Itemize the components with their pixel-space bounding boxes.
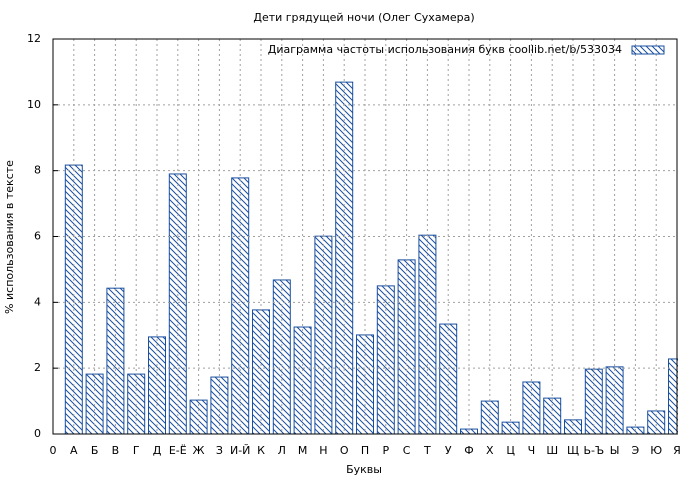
y-tick-label: 2 [34, 361, 41, 374]
x-tick-label: И-Й [230, 444, 250, 457]
x-axis-label: Буквы [346, 463, 382, 476]
y-tick-label: 4 [34, 295, 41, 308]
x-tick-label: Н [319, 444, 327, 457]
y-axis-label: % использования в тексте [3, 160, 16, 314]
x-tick-label: 0 [50, 444, 57, 457]
x-tick-label: Ю [650, 444, 662, 457]
bar [501, 421, 520, 435]
x-tick-label: В [112, 444, 120, 457]
x-tick-label: Т [423, 444, 431, 457]
x-tick-label: Щ [567, 444, 579, 457]
chart-title: Дети грядущей ночи (Олег Сухамера) [253, 11, 474, 24]
y-tick-label: 12 [27, 32, 41, 45]
x-tick-label: Ч [528, 444, 536, 457]
x-tick-label: Э [632, 444, 640, 457]
y-tick-label: 6 [34, 230, 41, 243]
legend-label: Диаграмма частоты использования букв coo… [268, 43, 622, 56]
x-tick-label: Г [133, 444, 140, 457]
plot-area [64, 81, 678, 435]
y-tick-label: 10 [27, 98, 41, 111]
x-tick-label: Х [486, 444, 494, 457]
y-tick-label: 8 [34, 164, 41, 177]
x-tick-label: Л [278, 444, 286, 457]
x-tick-label: У [445, 444, 452, 457]
x-tick-label: П [361, 444, 369, 457]
x-tick-label: З [216, 444, 223, 457]
x-tick-label: Р [382, 444, 389, 457]
y-tick-label: 0 [34, 427, 41, 440]
x-tick-label: Е-Ё [169, 444, 187, 457]
bar [564, 419, 582, 435]
x-tick-label: Ц [506, 444, 515, 457]
x-tick-label: Б [91, 444, 99, 457]
plot-frame [52, 38, 678, 435]
x-tick-label: К [257, 444, 265, 457]
x-tick-label: Ш [546, 444, 558, 457]
x-tick-label: Ж [193, 444, 205, 457]
x-tick-label: Ь-Ъ [583, 444, 604, 457]
x-tick-label: О [340, 444, 349, 457]
x-tick-label: Д [153, 444, 162, 457]
bar [543, 397, 562, 435]
x-tick-label: Я [673, 444, 681, 457]
x-tick-label: Ы [610, 444, 620, 457]
x-tick-label: М [298, 444, 308, 457]
x-tick-label: Ф [464, 444, 473, 457]
x-tick-label: А [70, 444, 78, 457]
x-tick-label: С [403, 444, 411, 457]
legend-swatch [631, 45, 665, 55]
